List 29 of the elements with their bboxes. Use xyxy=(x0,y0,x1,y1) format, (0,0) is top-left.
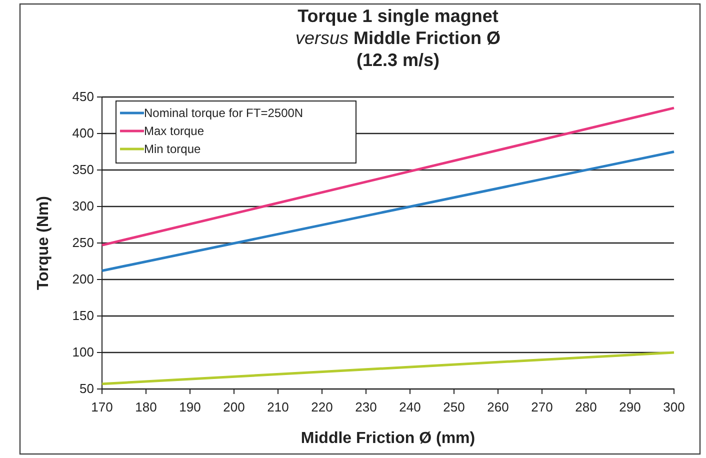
y-tick-label: 100 xyxy=(72,344,94,360)
x-axis-title: Middle Friction Ø (mm) xyxy=(300,430,476,447)
y-tick-label: 200 xyxy=(72,272,94,287)
y-tick-label: 450 xyxy=(72,89,94,104)
x-tick-label: 230 xyxy=(355,399,377,414)
x-tick-label: 200 xyxy=(223,399,245,414)
y-tick-label: 250 xyxy=(72,235,94,250)
y-tick-label: 350 xyxy=(72,162,94,178)
y-tick-label: 150 xyxy=(72,308,94,324)
x-tick-label: 210 xyxy=(267,399,289,414)
x-tick-label: 240 xyxy=(399,399,421,414)
x-tick-label: 280 xyxy=(575,399,597,414)
x-tick-label: 260 xyxy=(487,399,509,414)
x-tick-label: 290 xyxy=(619,399,641,414)
x-tick-label: 270 xyxy=(531,399,553,414)
legend-label: Min torque xyxy=(144,142,202,156)
x-tick-label: 300 xyxy=(663,399,685,414)
legend-label: Max torque xyxy=(144,124,204,138)
x-tick-label: 190 xyxy=(179,399,201,414)
x-tick-label: 170 xyxy=(91,399,113,414)
y-tick-label: 400 xyxy=(72,126,94,141)
legend-label: Nominal torque for FT=2500N xyxy=(144,106,304,120)
y-tick-label: 300 xyxy=(72,198,94,214)
chart-title: Torque 1 single magnet versus Middle Friction Ø (12.3 m/s) xyxy=(295,6,501,70)
x-tick-label: 250 xyxy=(443,399,465,414)
x-tick-label: 180 xyxy=(135,399,157,414)
y-tick-label: 50 xyxy=(80,381,94,396)
y-axis-title: Torque (Nm) xyxy=(35,196,52,290)
x-tick-label: 220 xyxy=(311,399,333,414)
